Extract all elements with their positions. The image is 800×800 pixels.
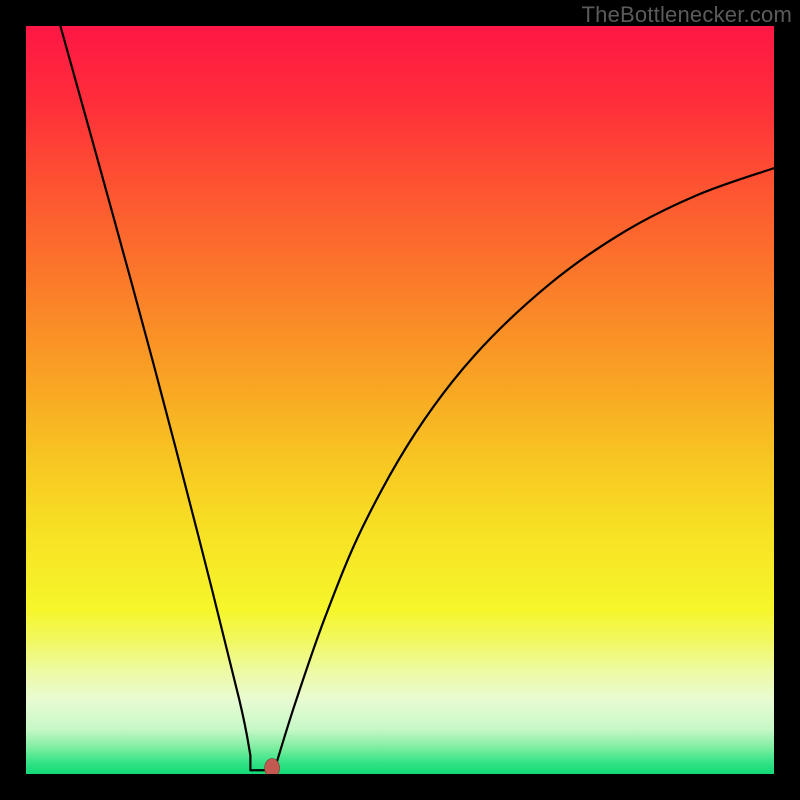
watermark-text: TheBottlenecker.com xyxy=(582,2,792,28)
plot-area xyxy=(26,26,774,774)
chart-stage: TheBottlenecker.com xyxy=(0,0,800,800)
